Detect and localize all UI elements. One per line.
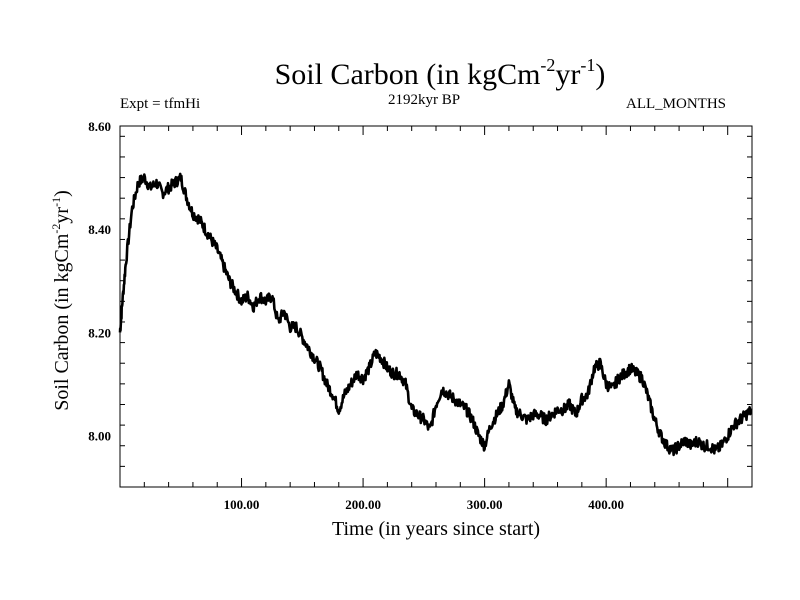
chart-title-end: )	[595, 58, 606, 91]
y-axis-label-sup2: -1	[49, 197, 63, 207]
subtitle-months: ALL_MONTHS	[626, 96, 726, 112]
subtitle-epoch: 2192kyr BP	[388, 92, 461, 108]
y-tick-label: 8.20	[88, 325, 111, 340]
y-axis-label-sup1: -2	[49, 224, 63, 234]
chart-title-sup2: -1	[580, 55, 596, 75]
x-tick-label: 300.00	[467, 497, 503, 512]
y-tick-label: 8.60	[88, 119, 111, 134]
y-tick-label: 8.40	[88, 222, 111, 237]
chart-title-main: Soil Carbon (in kgCm	[274, 58, 541, 91]
chart-title: Soil Carbon (in kgCm-2yr-1)	[0, 55, 800, 92]
chart-title-sup1: -2	[540, 55, 556, 75]
soil-carbon-series-line	[118, 172, 753, 457]
chart-title-mid: yr	[555, 58, 581, 91]
x-axis-label: Time (in years since start)	[332, 518, 540, 540]
y-tick-labels: 8.00 8.20 8.40 8.60	[88, 119, 111, 443]
plot-frame	[119, 125, 753, 488]
y-axis-label-end: )	[51, 190, 73, 197]
x-tick-label: 200.00	[345, 497, 381, 512]
y-tick-label: 8.00	[88, 428, 111, 443]
y-axis-label: Soil Carbon (in kgCm-2yr-1)	[49, 190, 73, 411]
x-tick-labels: 100.00 200.00 300.00 400.00	[224, 497, 624, 512]
subtitle-experiment: Expt = tfmHi	[120, 96, 201, 112]
y-axis-label-main: Soil Carbon (in kgCm	[51, 233, 73, 411]
x-tick-label: 100.00	[224, 497, 260, 512]
x-tick-label: 400.00	[588, 497, 624, 512]
y-axis-label-mid: yr	[51, 207, 73, 224]
